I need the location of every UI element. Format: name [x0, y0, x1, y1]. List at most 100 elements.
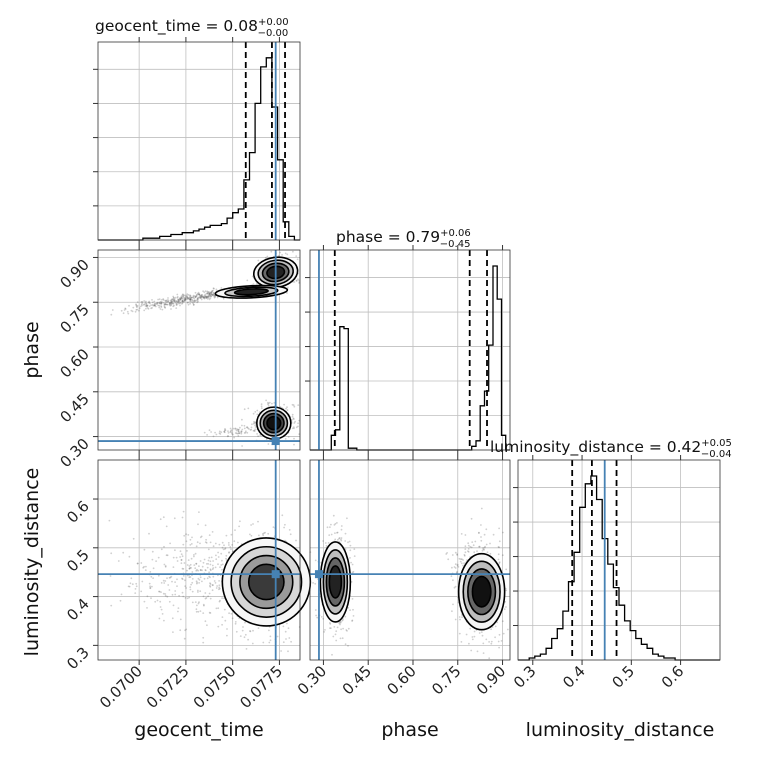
sample-point — [187, 294, 190, 296]
sample-point — [239, 635, 242, 637]
sample-point — [120, 309, 123, 312]
sample-point — [208, 292, 211, 295]
sample-point — [218, 584, 221, 587]
sample-point — [147, 308, 150, 310]
sample-point — [179, 556, 182, 558]
sample-point — [203, 604, 205, 607]
sample-point — [458, 616, 461, 618]
sample-point — [471, 638, 474, 641]
sample-point — [195, 295, 198, 297]
sample-point — [285, 407, 287, 410]
sample-point — [482, 652, 485, 654]
sample-point — [202, 603, 205, 606]
sample-point — [198, 565, 200, 567]
sample-point — [498, 540, 501, 543]
sample-point — [352, 615, 355, 617]
sample-point — [182, 301, 185, 303]
sample-point — [249, 429, 252, 431]
sample-point — [197, 577, 200, 580]
sample-point — [264, 531, 266, 534]
sample-point — [478, 632, 481, 634]
sample-point — [211, 294, 214, 297]
sample-point — [131, 310, 134, 313]
sample-point — [476, 550, 478, 552]
sample-point — [251, 275, 254, 278]
sample-point — [352, 570, 355, 573]
sample-point — [183, 637, 186, 640]
sample-point — [200, 296, 203, 299]
sample-point — [247, 427, 249, 430]
sample-point — [157, 556, 160, 559]
sample-point — [298, 279, 300, 282]
sample-point — [503, 608, 506, 611]
sample-point — [153, 302, 156, 305]
sample-point — [165, 300, 168, 302]
sample-point — [240, 431, 242, 434]
sample-point — [153, 300, 156, 303]
sample-point — [241, 629, 244, 632]
sample-point — [474, 540, 477, 543]
sample-point — [184, 297, 186, 299]
sample-point — [454, 563, 457, 566]
truth-marker — [271, 570, 280, 579]
sample-point — [157, 298, 160, 301]
sample-point — [284, 630, 287, 633]
sample-point — [239, 426, 241, 429]
sample-point — [163, 545, 165, 548]
sample-point — [237, 429, 240, 431]
sample-point — [182, 543, 185, 546]
sample-point — [210, 292, 212, 295]
sample-point — [162, 579, 165, 582]
sample-point — [224, 619, 227, 622]
sample-point — [247, 407, 250, 410]
sample-point — [205, 295, 208, 298]
sample-point — [169, 301, 172, 303]
sample-point — [473, 630, 476, 633]
sample-point — [190, 557, 193, 560]
sample-point — [165, 554, 168, 557]
sample-point — [197, 523, 199, 526]
sample-point — [179, 301, 182, 304]
panel-title: phase = 0.79+0.06 −0.45 — [336, 228, 471, 250]
sample-point — [258, 534, 260, 537]
sample-point — [174, 301, 177, 303]
sample-point — [336, 531, 338, 534]
sample-point — [169, 302, 172, 305]
sample-point — [176, 585, 178, 587]
sample-point — [256, 413, 259, 416]
sample-point — [199, 542, 201, 545]
sample-point — [227, 430, 229, 433]
sample-point — [156, 302, 159, 304]
sample-point — [132, 537, 135, 540]
sample-point — [185, 298, 187, 301]
sample-point — [183, 534, 186, 537]
sample-point — [330, 533, 333, 536]
sample-point — [151, 307, 154, 309]
sample-point — [152, 304, 155, 307]
sample-point — [339, 637, 342, 640]
sample-point — [207, 563, 210, 565]
sample-point — [344, 540, 347, 542]
sample-point — [219, 566, 221, 568]
sample-point — [197, 602, 200, 605]
sample-point — [209, 584, 211, 587]
sample-point — [337, 538, 339, 541]
sample-point — [173, 298, 176, 301]
sample-point — [208, 611, 211, 614]
sample-point — [199, 297, 202, 299]
sample-point — [296, 258, 299, 261]
sample-point — [345, 629, 348, 631]
sample-point — [221, 597, 224, 599]
sample-point — [253, 421, 256, 424]
sample-point — [163, 582, 166, 584]
sample-point — [468, 642, 470, 645]
sample-point — [201, 294, 204, 296]
sample-point — [174, 590, 177, 592]
sample-point — [211, 531, 214, 533]
sample-point — [204, 541, 207, 543]
sample-point — [267, 443, 270, 445]
sample-point — [195, 299, 198, 302]
sample-point — [340, 525, 343, 527]
sample-point — [456, 570, 458, 573]
sample-point — [190, 583, 193, 586]
